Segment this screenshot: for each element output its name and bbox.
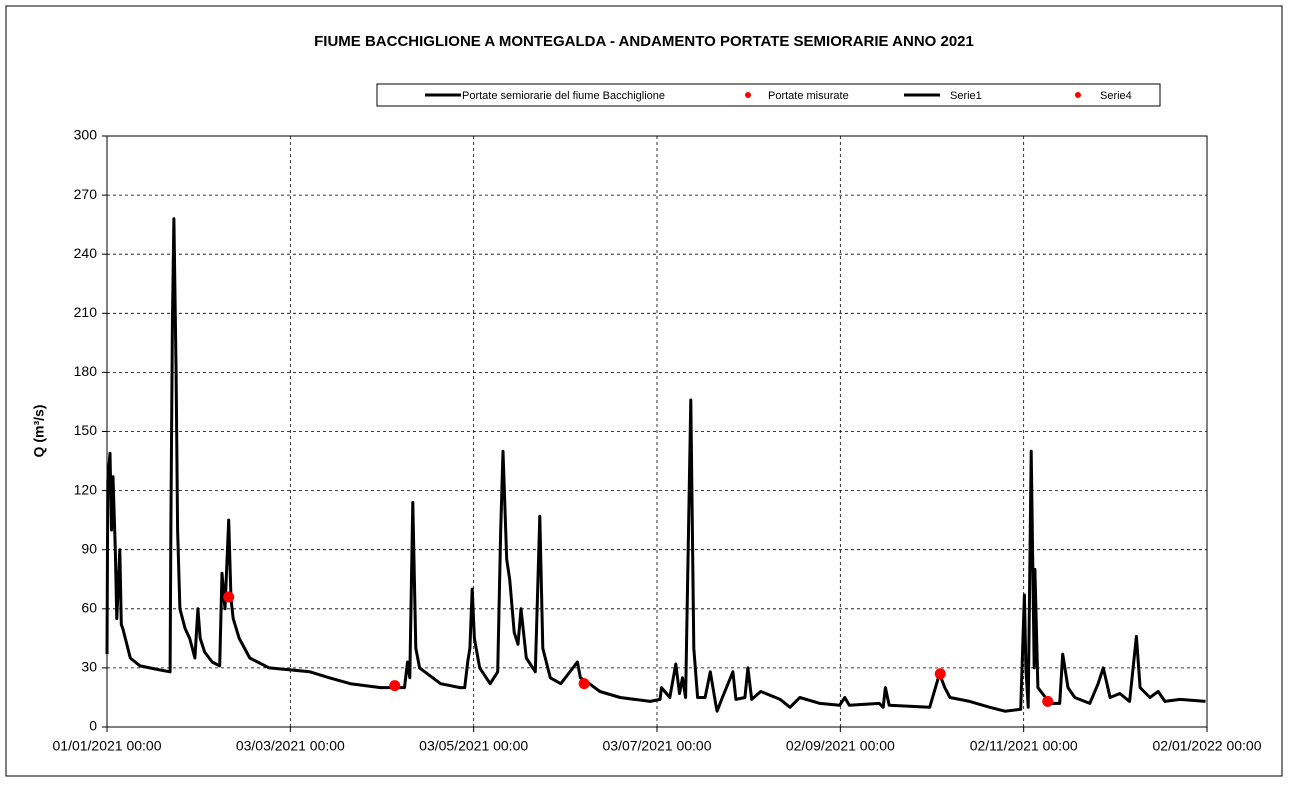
y-tick-label: 150	[74, 422, 98, 438]
x-tick-label: 03/03/2021 00:00	[236, 738, 345, 754]
x-tick-label: 03/05/2021 00:00	[419, 738, 528, 754]
y-tick-label: 270	[74, 186, 98, 202]
y-tick-label: 60	[81, 600, 97, 616]
data-point	[934, 668, 946, 680]
x-tick-label: 02/09/2021 00:00	[786, 738, 895, 754]
y-axis-label: Q (m³/s)	[31, 405, 47, 458]
y-tick-label: 300	[74, 127, 98, 143]
y-tick-label: 120	[74, 481, 98, 497]
x-tick-label: 02/01/2022 00:00	[1153, 738, 1262, 754]
y-tick-label: 240	[74, 245, 98, 261]
y-tick-label: 30	[81, 659, 97, 675]
data-point	[578, 678, 590, 690]
y-tick-label: 180	[74, 363, 98, 379]
legend-box	[376, 83, 1161, 107]
legend-swatch	[745, 92, 751, 98]
legend-label: Serie4	[1100, 90, 1132, 102]
data-point	[389, 680, 401, 692]
x-tick-label: 01/01/2021 00:00	[53, 738, 162, 754]
x-tick-label: 03/07/2021 00:00	[603, 738, 712, 754]
chart-title: FIUME BACCHIGLIONE A MONTEGALDA - ANDAME…	[314, 33, 974, 50]
data-point	[1042, 695, 1054, 707]
legend-label: Serie1	[950, 90, 982, 102]
legend-swatch	[1075, 92, 1081, 98]
y-tick-label: 0	[89, 718, 97, 734]
data-line	[105, 217, 1206, 713]
legend-label: Portate semiorarie del fiume Bacchiglion…	[462, 90, 665, 102]
data-point	[223, 591, 235, 603]
legend-label: Portate misurate	[768, 90, 849, 102]
y-tick-label: 90	[81, 540, 97, 556]
y-tick-label: 210	[74, 304, 98, 320]
legend: Portate semiorarie del fiume Bacchiglion…	[376, 83, 1161, 107]
x-tick-label: 02/11/2021 00:00	[970, 738, 1078, 754]
